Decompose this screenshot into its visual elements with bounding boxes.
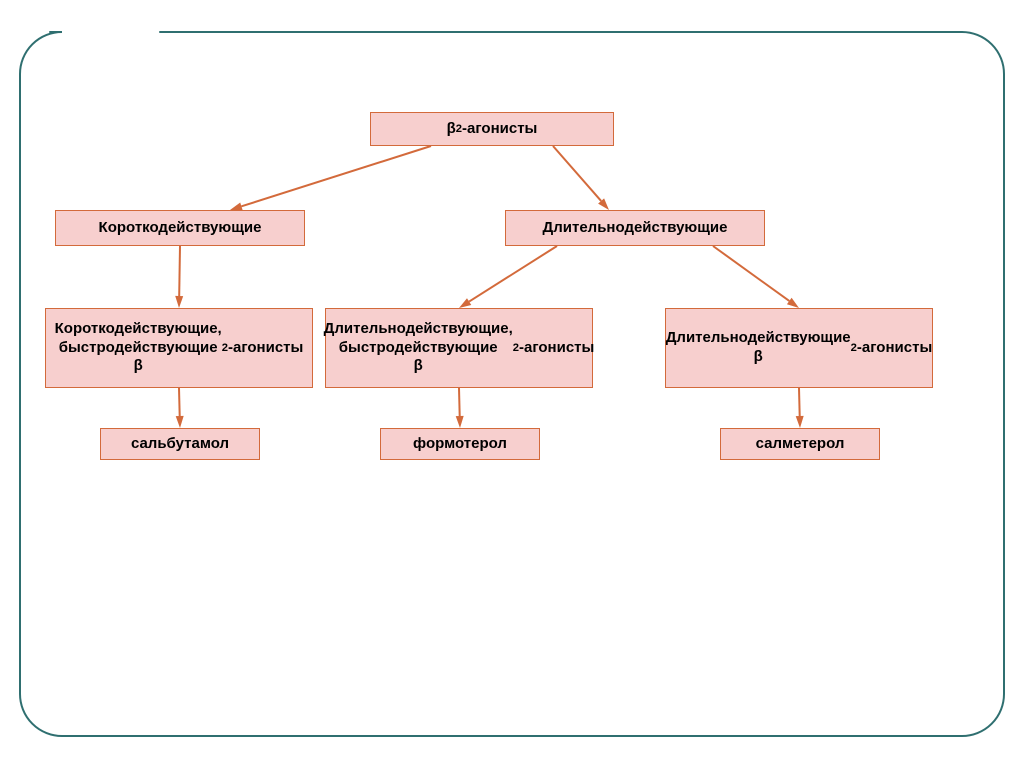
node-root: β2-агонисты xyxy=(370,112,614,146)
node-long-acting: Длительнодействующие xyxy=(505,210,765,246)
node-formoterol: формотерол xyxy=(380,428,540,460)
node-long-fast: Длительнодействующие,быстродействующиеβ2… xyxy=(325,308,593,388)
node-salbutamol: сальбутамол xyxy=(100,428,260,460)
node-short-acting: Короткодействующие xyxy=(55,210,305,246)
node-salmeterol: салметерол xyxy=(720,428,880,460)
node-short-fast: Короткодействующие,быстродействующиеβ2-а… xyxy=(45,308,313,388)
diagram-stage: β2-агонисты Короткодействующие Длительно… xyxy=(0,0,1024,767)
node-long-slow: Длительнодействующиеβ2-агонисты xyxy=(665,308,933,388)
